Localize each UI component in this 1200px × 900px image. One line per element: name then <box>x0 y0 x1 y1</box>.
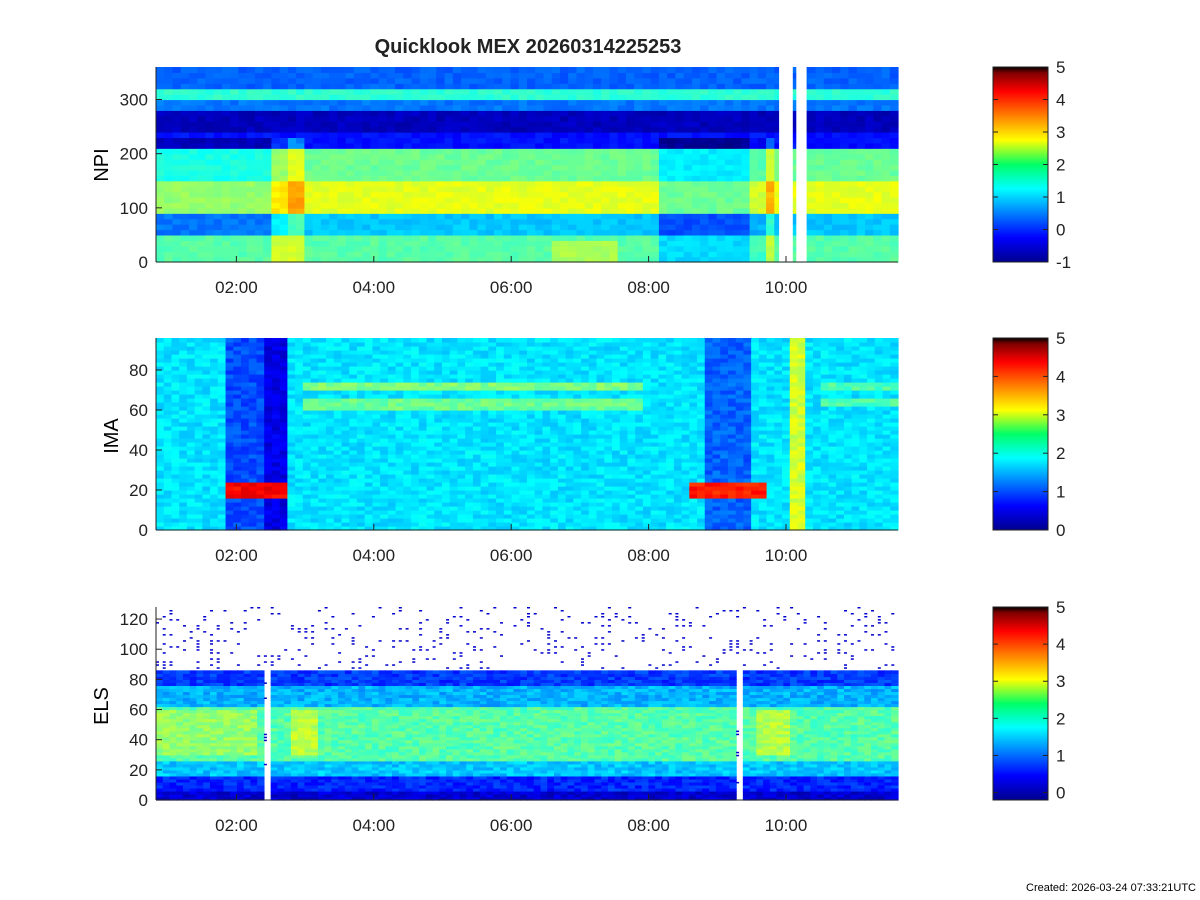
colorbar-tick-label: 0 <box>1056 221 1065 240</box>
y-tick-label: 40 <box>129 731 148 750</box>
colorbar-tick-label: 1 <box>1056 188 1065 207</box>
els-panel: 02:00 04:00 06:00 08:00 10:00020406080100120… <box>91 598 1065 835</box>
y-tick-label: 20 <box>129 481 148 500</box>
colorbar-tick-label: 3 <box>1056 123 1065 142</box>
x-tick-label: 10:00 <box>765 546 808 565</box>
npi-axes: 02:00 04:00 06:00 08:00 10:00 0 100 200 300 <box>120 67 898 297</box>
colorbar-tick-label: 2 <box>1056 156 1065 175</box>
y-tick-label: 0 <box>139 521 148 540</box>
x-tick-label: 08:00 <box>627 278 670 297</box>
created-timestamp: Created: 2026-03-24 07:33:21UTC <box>1026 882 1196 894</box>
colorbar-tick-label: 1 <box>1056 746 1065 765</box>
y-tick-label: 40 <box>129 441 148 460</box>
x-tick-label: 10:00 <box>765 278 808 297</box>
ima-colorbar: 0 1 2 3 4 5 <box>992 329 1065 540</box>
colorbar-tick-label: 2 <box>1056 444 1065 463</box>
npi-spectrogram <box>156 67 899 263</box>
x-tick-label: 10:00 <box>765 816 808 835</box>
els-spectrogram <box>156 607 899 801</box>
colorbar-scale <box>992 66 1049 263</box>
colorbar-tick-label: 2 <box>1056 709 1065 728</box>
ima-axes: 02:00 04:00 06:00 08:00 10:00 0 20 40 60 80 <box>129 338 898 565</box>
els-axes: 02:00 04:00 06:00 08:00 10:00 0 20 40 60 80 100 120 <box>120 607 898 835</box>
colorbar-tick-label: 3 <box>1056 672 1065 691</box>
ima-ylabel: IMA <box>101 418 123 454</box>
x-tick-label: 08:00 <box>627 816 670 835</box>
y-tick-label: 100 <box>120 640 148 659</box>
colorbar-tick-label: 4 <box>1056 635 1065 654</box>
npi-colorbar: -1 0 1 2 3 4 5 <box>992 58 1071 272</box>
y-tick-label: 0 <box>139 791 148 810</box>
colorbar-tick-label: 0 <box>1056 521 1065 540</box>
colorbar-tick-label: -1 <box>1056 253 1071 272</box>
x-tick-label: 02:00 <box>215 546 258 565</box>
colorbar-scale <box>992 337 1049 531</box>
x-tick-label: 04:00 <box>353 546 396 565</box>
colorbar-tick-label: 5 <box>1056 329 1065 348</box>
x-tick-label: 06:00 <box>490 546 533 565</box>
colorbar-tick-label: 5 <box>1056 598 1065 617</box>
colorbar-tick-label: 3 <box>1056 406 1065 425</box>
y-tick-label: 80 <box>129 361 148 380</box>
y-tick-label: 60 <box>129 401 148 420</box>
colorbar-tick-label: 0 <box>1056 784 1065 803</box>
y-tick-label: 100 <box>120 199 148 218</box>
x-tick-label: 06:00 <box>490 816 533 835</box>
colorbar-scale <box>992 606 1049 801</box>
colorbar-tick-label: 4 <box>1056 91 1065 110</box>
y-tick-label: 80 <box>129 670 148 689</box>
ima-spectrogram <box>156 338 899 531</box>
y-tick-label: 60 <box>129 701 148 720</box>
y-tick-label: 120 <box>120 610 148 629</box>
y-tick-label: 200 <box>120 145 148 164</box>
x-tick-label: 02:00 <box>215 816 258 835</box>
npi-ylabel: NPI <box>91 148 113 181</box>
y-tick-label: 300 <box>120 91 148 110</box>
colorbar-tick-label: 4 <box>1056 367 1065 386</box>
els-ylabel: ELS <box>91 687 113 725</box>
x-tick-label: 04:00 <box>353 816 396 835</box>
x-tick-label: 06:00 <box>490 278 533 297</box>
x-tick-label: 02:00 <box>215 278 258 297</box>
colorbar-tick-label: 5 <box>1056 58 1065 77</box>
els-colorbar: 0 1 2 3 4 5 <box>992 598 1065 803</box>
colorbar-tick-label: 1 <box>1056 483 1065 502</box>
figure-title: Quicklook MEX 20260314225253 <box>374 36 682 58</box>
y-tick-label: 20 <box>129 761 148 780</box>
y-tick-label: 0 <box>139 253 148 272</box>
x-tick-label: 08:00 <box>627 546 670 565</box>
x-tick-label: 04:00 <box>353 278 396 297</box>
